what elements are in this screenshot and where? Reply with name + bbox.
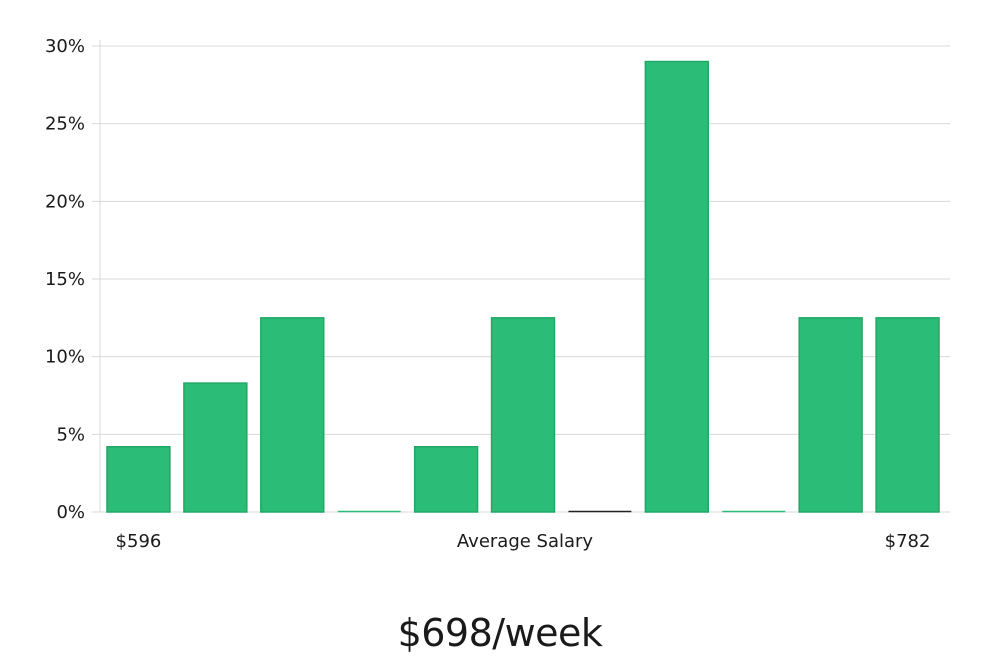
x-axis-title: Average Salary [457,531,594,552]
bars [106,60,940,513]
x-end-label: $782 [885,531,931,552]
y-tick-label: 25% [45,114,85,135]
y-tick-label: 10% [45,347,85,368]
bar [490,317,556,513]
bar [798,317,863,513]
y-tick-label: 15% [45,269,85,290]
bar [413,446,479,513]
bar [260,317,325,513]
y-axis-ticks: 0% 5% 10% 15% 20% 25% 30% [45,36,85,523]
y-tick-label: 0% [56,502,85,523]
y-tick-label: 20% [45,191,85,212]
bar [875,317,940,513]
y-tick-label: 30% [45,36,85,57]
salary-histogram: 0%5%10%15%20%25%30% $596 Average Salary … [45,36,950,552]
average-salary-headline: $698/week [397,611,603,655]
bar [644,60,710,513]
bar [183,382,248,513]
bar [106,446,171,513]
x-start-label: $596 [116,531,162,552]
y-tick-label: 5% [56,424,85,445]
